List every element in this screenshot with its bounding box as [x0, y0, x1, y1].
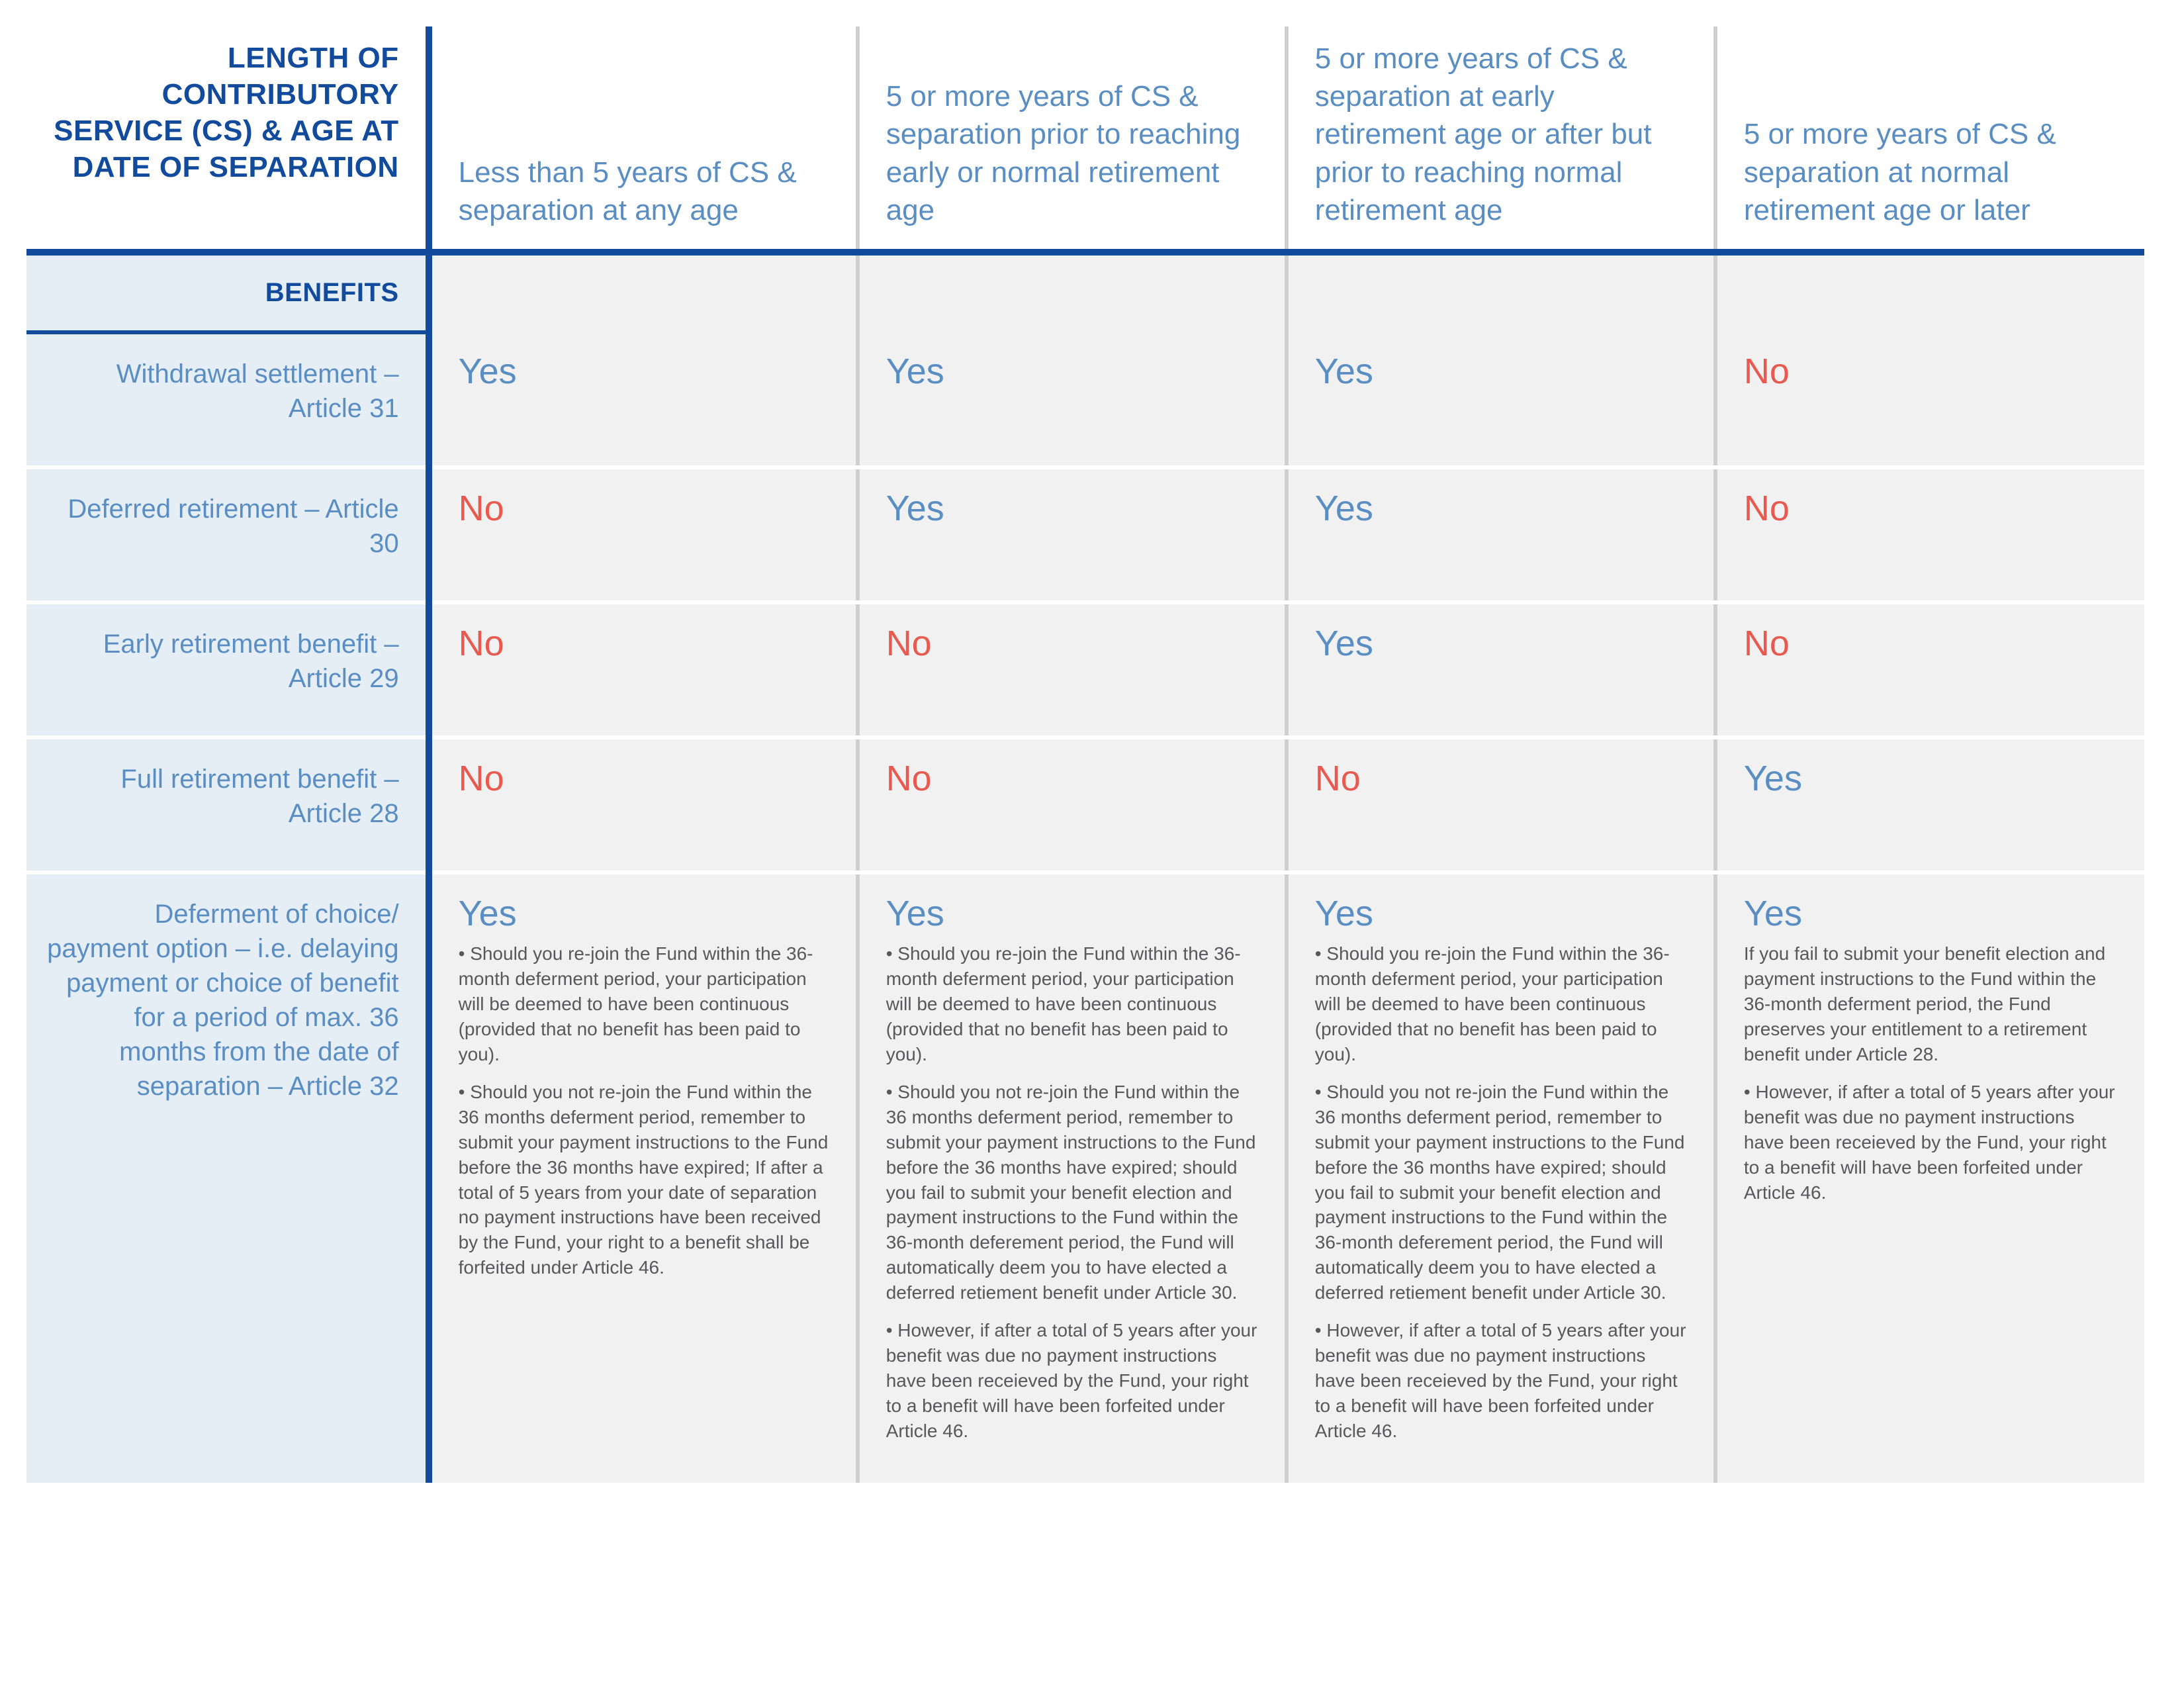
- table-cell: No: [1715, 467, 2144, 602]
- table-cell: Yes: [858, 467, 1287, 602]
- table-cell: Yes: [429, 332, 858, 467]
- answer-no: No: [886, 624, 1258, 663]
- table-cell: No: [429, 467, 858, 602]
- cell-note: Should you re-join the Fund within the 3…: [886, 941, 1258, 1443]
- note-paragraph: Should you re-join the Fund within the 3…: [1315, 941, 1687, 1066]
- table-cell: Yes: [858, 332, 1287, 467]
- answer-yes: Yes: [459, 894, 829, 933]
- note-paragraph: However, if after a total of 5 years aft…: [1744, 1080, 2118, 1205]
- table-row: Withdrawal settlement – Article 31 Yes Yes…: [26, 332, 2144, 467]
- answer-no: No: [886, 759, 1258, 798]
- empty-cell: [1715, 252, 2144, 332]
- table-row: Deferred retirement – Article 30 No Yes Yes…: [26, 467, 2144, 602]
- answer-yes: Yes: [886, 352, 1258, 391]
- table-cell: No: [858, 737, 1287, 872]
- col-header-1: Less than 5 years of CS & separation at …: [429, 26, 858, 252]
- cell-note: Should you re-join the Fund within the 3…: [1315, 941, 1687, 1443]
- row-label: Deferment of choice/ payment option – i.…: [26, 872, 429, 1483]
- row-label: Withdrawal settlement – Article 31: [26, 332, 429, 467]
- answer-yes: Yes: [1744, 894, 2118, 933]
- table-cell: No: [429, 737, 858, 872]
- answer-no: No: [459, 759, 829, 798]
- col-header-3: 5 or more years of CS & separation at ea…: [1287, 26, 1715, 252]
- benefits-label: BENEFITS: [26, 252, 429, 332]
- row-label: Early retirement benefit – Article 29: [26, 602, 429, 737]
- table-cell: Yes: [1287, 332, 1715, 467]
- answer-yes: Yes: [1744, 759, 2118, 798]
- table-row: Full retirement benefit – Article 28 No No…: [26, 737, 2144, 872]
- answer-yes: Yes: [1315, 894, 1687, 933]
- table-cell: No: [429, 602, 858, 737]
- table-cell: No: [858, 602, 1287, 737]
- table-cell: Yes If you fail to submit your benefit el…: [1715, 872, 2144, 1483]
- cell-note: If you fail to submit your benefit elect…: [1744, 941, 2118, 1205]
- table-cell: Yes: [1715, 737, 2144, 872]
- table-cell: Yes Should you re-join the Fund within th…: [858, 872, 1287, 1483]
- note-paragraph: Should you not re-join the Fund within t…: [459, 1080, 829, 1280]
- note-paragraph: However, if after a total of 5 years aft…: [886, 1318, 1258, 1443]
- answer-no: No: [1744, 352, 2118, 391]
- benefits-label-row: BENEFITS: [26, 252, 2144, 332]
- answer-no: No: [1315, 759, 1687, 798]
- table-cell: Yes Should you re-join the Fund within th…: [1287, 872, 1715, 1483]
- note-paragraph: If you fail to submit your benefit elect…: [1744, 941, 2118, 1066]
- table-cell: No: [1715, 602, 2144, 737]
- table-row: Deferment of choice/ payment option – i.…: [26, 872, 2144, 1483]
- note-paragraph: Should you not re-join the Fund within t…: [1315, 1080, 1687, 1305]
- empty-cell: [1287, 252, 1715, 332]
- note-paragraph: Should you re-join the Fund within the 3…: [886, 941, 1258, 1066]
- empty-cell: [429, 252, 858, 332]
- answer-yes: Yes: [886, 894, 1258, 933]
- table-cell: Yes: [1287, 602, 1715, 737]
- note-paragraph: However, if after a total of 5 years aft…: [1315, 1318, 1687, 1443]
- table-body: BENEFITS Withdrawal settlement – Article…: [26, 252, 2144, 1483]
- answer-no: No: [459, 624, 829, 663]
- table-cell: No: [1287, 737, 1715, 872]
- table-cell: Yes Should you re-join the Fund within th…: [429, 872, 858, 1483]
- table-cell: No: [1715, 332, 2144, 467]
- page: LENGTH OF CONTRIBUTORY SERVICE (CS) & AG…: [0, 0, 2184, 1688]
- column-header-row: LENGTH OF CONTRIBUTORY SERVICE (CS) & AG…: [26, 26, 2144, 252]
- note-paragraph: Should you re-join the Fund within the 3…: [459, 941, 829, 1066]
- answer-no: No: [1744, 489, 2118, 528]
- row-label: Full retirement benefit – Article 28: [26, 737, 429, 872]
- answer-yes: Yes: [1315, 352, 1687, 391]
- answer-yes: Yes: [459, 352, 829, 391]
- answer-yes: Yes: [886, 489, 1258, 528]
- col-header-2: 5 or more years of CS & separation prior…: [858, 26, 1287, 252]
- corner-header: LENGTH OF CONTRIBUTORY SERVICE (CS) & AG…: [26, 26, 429, 252]
- table-row: Early retirement benefit – Article 29 No N…: [26, 602, 2144, 737]
- answer-no: No: [459, 489, 829, 528]
- answer-yes: Yes: [1315, 489, 1687, 528]
- answer-no: No: [1744, 624, 2118, 663]
- benefits-table: LENGTH OF CONTRIBUTORY SERVICE (CS) & AG…: [26, 26, 2144, 1483]
- table-cell: Yes: [1287, 467, 1715, 602]
- note-paragraph: Should you not re-join the Fund within t…: [886, 1080, 1258, 1305]
- cell-note: Should you re-join the Fund within the 3…: [459, 941, 829, 1280]
- col-header-4: 5 or more years of CS & separation at no…: [1715, 26, 2144, 252]
- answer-yes: Yes: [1315, 624, 1687, 663]
- row-label: Deferred retirement – Article 30: [26, 467, 429, 602]
- empty-cell: [858, 252, 1287, 332]
